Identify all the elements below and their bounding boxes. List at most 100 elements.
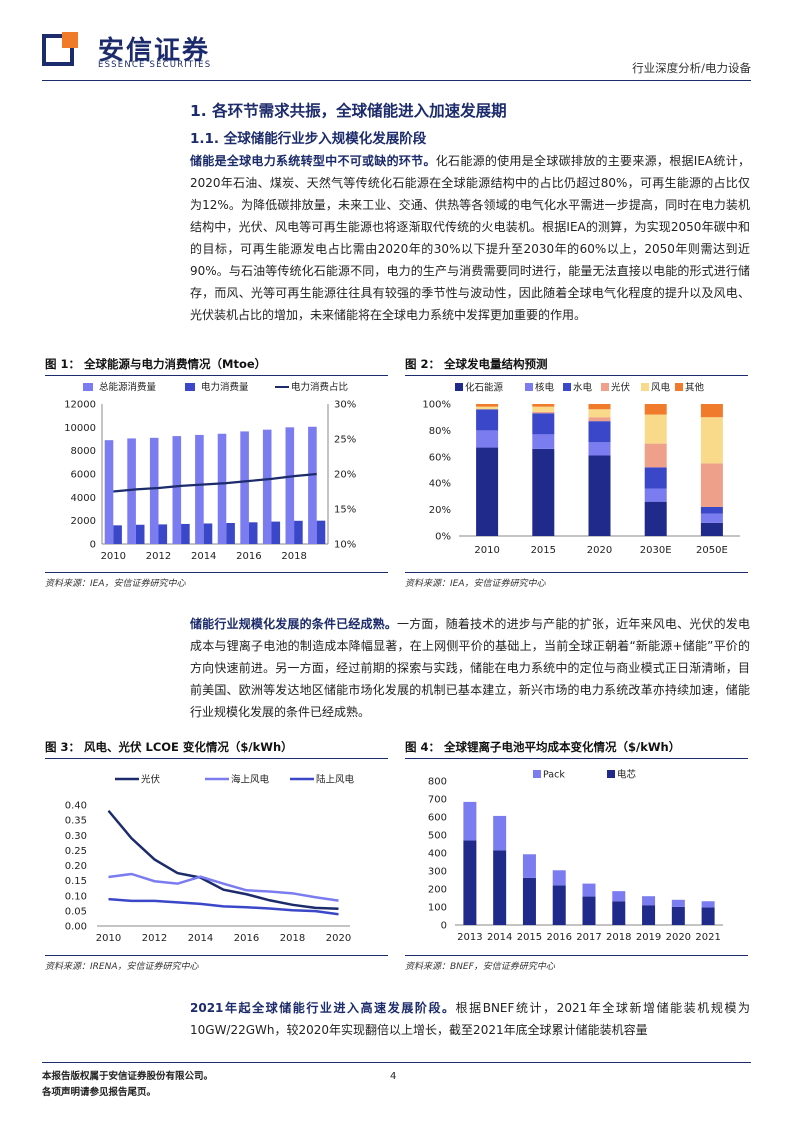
- paragraph-1-lead: 储能是全球电力系统转型中不可或缺的环节。: [190, 154, 436, 168]
- fig1-title: 图 1： 全球能源与电力消费情况（Mtoe）: [45, 357, 267, 371]
- y-tick-label: 10000: [64, 423, 96, 434]
- x-tick-label: 2020: [666, 932, 691, 943]
- legend-label: 风电: [651, 382, 671, 394]
- fig4-source: 资料来源：BNEF，安信证券研究中心: [405, 962, 555, 972]
- y-tick-label: 80%: [429, 426, 451, 437]
- legend-label: Pack: [543, 770, 565, 781]
- legend-label: 核电: [535, 382, 555, 394]
- bar-electricity: [158, 524, 168, 544]
- fig1-source: 资料来源：IEA，安信证券研究中心: [45, 579, 186, 589]
- legend-label: 电力消费量: [201, 381, 249, 393]
- stacked-bar-segment: [644, 501, 667, 536]
- y-tick-label: 400: [428, 849, 447, 860]
- bar-electricity: [226, 523, 235, 544]
- x-tick-label: 2012: [142, 933, 167, 944]
- stacked-bar-segment: [532, 448, 555, 536]
- bar-total-energy: [217, 433, 227, 544]
- stacked-bar-segment: [476, 447, 499, 536]
- y2-tick-label: 30%: [334, 400, 356, 411]
- legend-swatch: [641, 383, 649, 391]
- y-tick-label: 700: [428, 795, 447, 806]
- y2-tick-label: 15%: [334, 505, 356, 516]
- x-tick-label: 2014: [191, 551, 216, 562]
- legend-label: 电芯: [617, 769, 637, 781]
- bar-electricity: [271, 521, 281, 544]
- fig2-chart: 化石能源 核电 水电 光伏 风电 其他 0% 20% 40% 60% 80% 100% 2010 2015…: [422, 382, 740, 556]
- y-tick-label: 0.10: [65, 891, 87, 902]
- x-tick-label: 2020: [587, 545, 612, 556]
- fig1-bottom-rule: [45, 572, 388, 573]
- bar-cell: [701, 907, 715, 925]
- bar-cell: [493, 850, 507, 925]
- series-line: [108, 897, 339, 916]
- stacked-bar-segment: [532, 404, 555, 407]
- bar-cell: [522, 877, 536, 925]
- bar-pack: [671, 899, 685, 907]
- y-tick-label: 8000: [71, 446, 96, 457]
- bar-pack: [582, 883, 596, 897]
- line-electricity-share: [113, 472, 317, 493]
- bar-pack: [493, 815, 507, 851]
- fig4-title-rule: [405, 758, 748, 759]
- stacked-bar-segment: [588, 417, 611, 422]
- x-tick-label: 2014: [188, 933, 213, 944]
- y2-tick-label: 10%: [334, 540, 356, 551]
- x-tick-label: 2016: [234, 933, 259, 944]
- stacked-bar-segment: [700, 463, 723, 507]
- x-tick-label: 2030E: [640, 545, 672, 556]
- bar-electricity: [135, 524, 145, 544]
- y-tick-label: 500: [428, 831, 447, 842]
- y2-tick-label: 25%: [334, 435, 356, 446]
- bar-total-energy: [285, 427, 295, 544]
- paragraph-1: 储能是全球电力系统转型中不可或缺的环节。化石能源的使用是全球碳排放的主要来源，根…: [190, 150, 750, 326]
- x-tick-label: 2016: [236, 551, 261, 562]
- x-tick-label: 2019: [636, 932, 661, 943]
- legend-swatch: [675, 383, 683, 391]
- y-tick-label: 800: [428, 777, 447, 788]
- bar-pack: [612, 891, 626, 902]
- y-tick-label: 300: [428, 867, 447, 878]
- y-tick-label: 0.05: [65, 906, 87, 917]
- legend-swatch: [185, 383, 195, 391]
- x-tick-label: 2016: [546, 932, 571, 943]
- legend-swatch: [601, 383, 609, 391]
- legend-swatch: [563, 383, 571, 391]
- bar-pack: [642, 896, 656, 906]
- x-tick-label: 2013: [457, 932, 482, 943]
- footer-copyright: 本报告版权属于安信证券股份有限公司。: [42, 1071, 214, 1082]
- bar-cell: [671, 906, 685, 925]
- y-tick-label: 200: [428, 885, 447, 896]
- y-tick-label: 0.25: [65, 846, 87, 857]
- y-tick-label: 2000: [71, 516, 96, 527]
- stacked-bar-segment: [700, 417, 723, 464]
- bar-cell: [612, 901, 626, 925]
- y-tick-label: 100%: [422, 400, 451, 411]
- stacked-bar-segment: [700, 522, 723, 536]
- x-tick-label: 2010: [101, 551, 126, 562]
- legend-swatch: [83, 383, 93, 391]
- fig3-title: 图 3： 风电、光伏 LCOE 变化情况（$/kWh）: [45, 740, 293, 754]
- stacked-bar-segment: [644, 443, 667, 468]
- bar-electricity: [294, 520, 303, 544]
- bar-electricity: [113, 525, 122, 544]
- report-section: 行业深度分析/电力设备: [632, 61, 751, 75]
- legend-label: 化石能源: [465, 382, 504, 394]
- x-tick-label: 2021: [695, 932, 720, 943]
- fig2-title: 图 2： 全球发电量结构预测: [405, 357, 548, 371]
- x-tick-label: 2050E: [696, 545, 728, 556]
- x-tick-label: 2010: [474, 545, 499, 556]
- fig3-source: 资料来源：IRENA，安信证券研究中心: [45, 962, 199, 972]
- x-tick-label: 2018: [606, 932, 631, 943]
- bar-total-energy: [149, 437, 159, 544]
- subsection-title: 1.1. 全球储能行业步入规模化发展阶段: [190, 131, 427, 147]
- bar-cell: [582, 896, 596, 925]
- stacked-bar-segment: [644, 404, 667, 415]
- y-tick-label: 0.15: [65, 876, 87, 887]
- y-tick-label: 0.20: [65, 861, 87, 872]
- bar-electricity: [248, 522, 258, 544]
- x-tick-label: 2015: [517, 932, 542, 943]
- bar-total-energy: [104, 440, 114, 544]
- paragraph-2-text: 一方面，随着技术的进步与产能的扩张，近年来风电、光伏的发电成本与锂离子电池的制造…: [190, 617, 750, 719]
- y-tick-label: 40%: [429, 479, 451, 490]
- stacked-bar-segment: [644, 488, 667, 502]
